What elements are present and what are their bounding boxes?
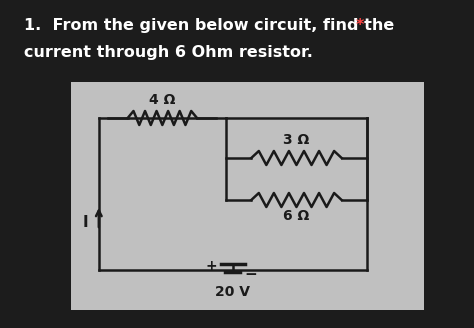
- Bar: [71, 82, 423, 310]
- Text: −: −: [244, 267, 257, 282]
- Text: 20 V: 20 V: [215, 285, 250, 299]
- Text: *: *: [356, 18, 364, 33]
- Text: current through 6 Ohm resistor.: current through 6 Ohm resistor.: [24, 45, 312, 60]
- Text: 4 Ω: 4 Ω: [149, 93, 175, 107]
- Text: 6 Ω: 6 Ω: [283, 209, 310, 223]
- Text: +: +: [205, 259, 217, 273]
- Text: 3 Ω: 3 Ω: [283, 133, 310, 147]
- Text: 1.  From the given below circuit, find the: 1. From the given below circuit, find th…: [24, 18, 400, 33]
- Text: I: I: [83, 215, 89, 230]
